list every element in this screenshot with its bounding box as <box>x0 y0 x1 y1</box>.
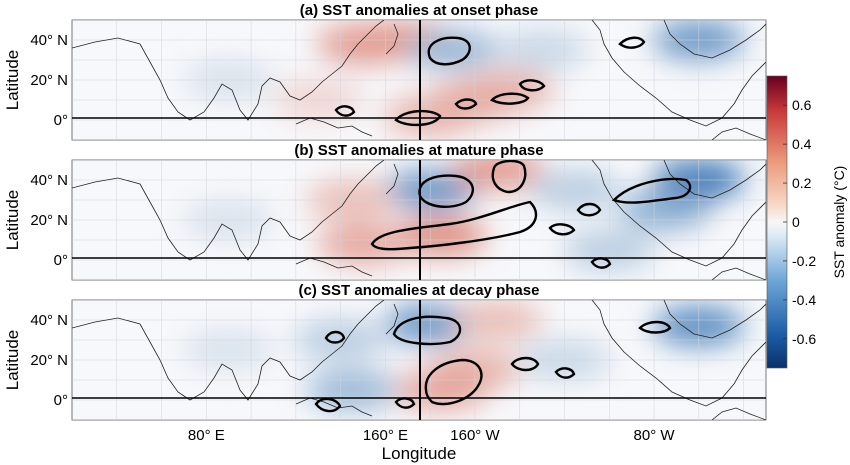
x-tick-labels: 80° E 160° E 160° W 80° W <box>188 427 676 444</box>
significance-contours <box>334 36 646 127</box>
coast-japan <box>385 303 399 335</box>
panel-decay: 40° N 20° N 0° 80° E 160° E 160° W 80° W Lati… <box>3 282 767 444</box>
coast-south-america <box>711 407 766 420</box>
coast-japan <box>385 163 399 195</box>
colorbar: 0.6 0.4 0.2 0 -0.2 -0.4 -0.6 SST anomaly (°C) <box>766 75 847 369</box>
y-tick-label: 0° <box>54 392 68 409</box>
y-tick-label: 40° N <box>30 172 68 189</box>
contour <box>392 315 462 346</box>
coast-south-america <box>711 127 766 140</box>
y-tick-label: 0° <box>54 252 68 269</box>
y-axis-label: Latitude <box>3 330 22 391</box>
y-axis-label: Latitude <box>3 50 22 111</box>
contour <box>510 356 540 372</box>
y-tick-label: 40° N <box>30 312 68 329</box>
contour <box>554 367 576 379</box>
y-tick-labels: 40° N 20° N 0° <box>30 312 68 409</box>
colorbar-ticks: 0.6 0.4 0.2 0 -0.2 -0.4 -0.6 <box>783 97 816 347</box>
anomaly-blob <box>395 216 488 256</box>
significance-contours <box>370 160 692 269</box>
coast-south-america <box>711 267 766 280</box>
contour <box>618 36 646 49</box>
coast-japan <box>385 23 399 55</box>
contour <box>576 202 602 217</box>
y-tick-label: 0° <box>54 112 68 129</box>
coast-us-east <box>663 300 766 339</box>
y-tick-labels: 40° N 20° N 0° <box>30 172 68 269</box>
coast-north-america <box>591 160 766 267</box>
colorbar-tick-label: 0.2 <box>792 175 812 191</box>
y-tick-label: 40° N <box>30 32 68 49</box>
coast-north-america <box>591 300 766 407</box>
x-tick-label: 80° W <box>634 427 676 444</box>
coast-north-america <box>591 20 766 127</box>
panel-title: (a) SST anomalies at onset phase <box>300 2 538 19</box>
panel-title: (b) SST anomalies at mature phase <box>294 142 543 159</box>
x-tick-label: 160° W <box>450 427 500 444</box>
contour <box>489 92 530 105</box>
x-axis-label: Longitude <box>382 444 457 463</box>
contour <box>491 160 527 194</box>
contour <box>418 174 475 208</box>
coast-africa-arabia <box>72 160 385 261</box>
anomaly-blob <box>619 190 712 230</box>
coast-us-east <box>663 160 766 199</box>
contour <box>314 397 342 413</box>
contour <box>518 79 546 92</box>
colorbar-tick-label: 0.6 <box>792 97 812 113</box>
contour <box>427 36 471 66</box>
colorbar-label: SST anomaly (°C) <box>831 166 847 279</box>
y-tick-labels: 40° N 20° N 0° <box>30 32 68 129</box>
colorbar-tick-label: -0.2 <box>792 253 816 269</box>
coast-us-east <box>663 20 766 59</box>
contour <box>638 320 672 334</box>
anomaly-blob <box>182 330 275 370</box>
anomaly-blob <box>529 170 622 210</box>
panel-onset: 40° N 20° N 0° Latitude (a) SST anomalies … <box>3 2 767 141</box>
panel-title: (c) SST anomalies at decay phase <box>299 282 540 299</box>
anomaly-blob <box>496 30 589 70</box>
y-axis-label: Latitude <box>3 190 22 251</box>
anomaly-blob <box>451 160 544 190</box>
contour <box>324 330 346 344</box>
coast-africa-arabia <box>72 300 385 401</box>
contour <box>334 105 356 117</box>
y-tick-label: 20° N <box>30 352 68 369</box>
colorbar-tick-label: -0.6 <box>792 331 816 347</box>
x-tick-label: 80° E <box>188 427 225 444</box>
contour <box>548 223 576 236</box>
x-tick-label: 160° E <box>363 427 408 444</box>
anomaly-blob <box>317 24 410 64</box>
anomaly-blob <box>305 370 398 410</box>
contour <box>454 98 478 110</box>
contour <box>611 177 692 204</box>
coast-africa-arabia <box>72 20 385 121</box>
y-tick-label: 20° N <box>30 72 68 89</box>
y-tick-label: 20° N <box>30 212 68 229</box>
colorbar-tick-label: -0.4 <box>792 292 816 308</box>
panel-mature: 40° N 20° N 0° Latitude (b) SST anomalies … <box>3 142 767 281</box>
contour <box>394 109 442 127</box>
contour <box>370 200 538 251</box>
colorbar-tick-label: 0 <box>792 214 800 230</box>
colorbar-tick-label: 0.4 <box>792 136 812 152</box>
